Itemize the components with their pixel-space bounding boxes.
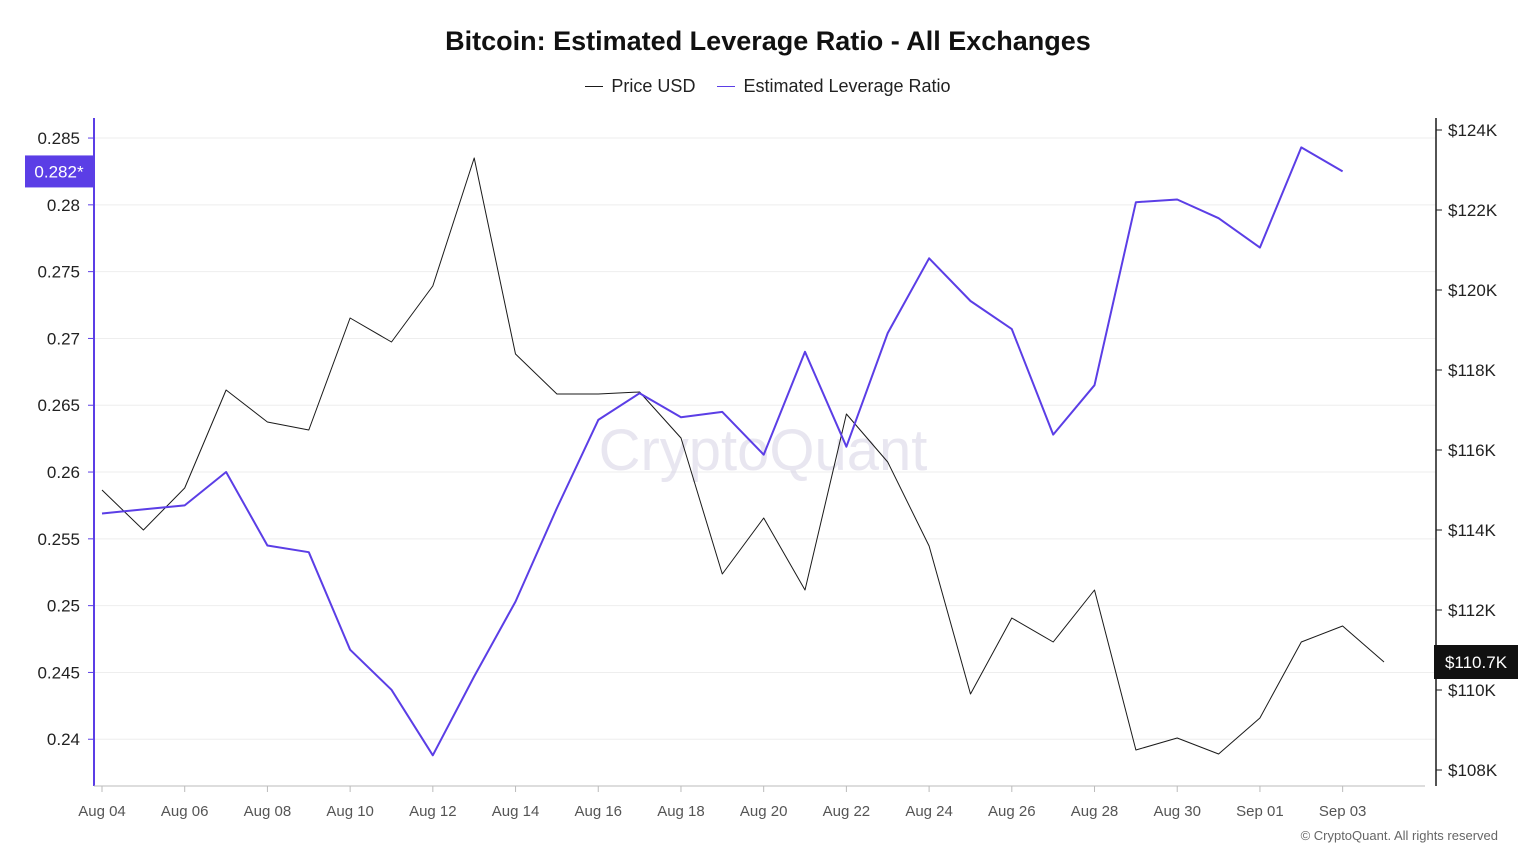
x-tick-label: Aug 12 <box>409 803 457 820</box>
right-tick-label: $110K <box>1448 681 1497 700</box>
x-tick-label: Sep 01 <box>1236 803 1284 820</box>
watermark: CryptoQuant <box>599 418 928 483</box>
right-current-badge <box>1434 645 1518 679</box>
legend-label-price: Price USD <box>611 76 696 96</box>
x-tick-label: Aug 22 <box>823 803 871 820</box>
right-tick-label: $120K <box>1448 281 1498 300</box>
left-tick-label: 0.27 <box>47 329 80 348</box>
left-tick-label: 0.28 <box>47 196 80 215</box>
x-tick-label: Aug 16 <box>574 803 622 820</box>
left-current-label: 0.282* <box>34 162 84 181</box>
legend-item-leverage[interactable]: Estimated Leverage Ratio <box>717 76 951 97</box>
right-tick-label: $116K <box>1448 441 1497 460</box>
price-line <box>101 157 1385 755</box>
right-tick-label: $122K <box>1448 201 1498 220</box>
x-tick-label: Aug 24 <box>905 803 953 820</box>
x-tick-label: Aug 10 <box>326 803 374 820</box>
x-tick-label: Aug 08 <box>244 803 292 820</box>
right-tick-label: $124K <box>1448 121 1498 140</box>
right-tick-label: $114K <box>1448 521 1497 540</box>
leverage-ratio-line <box>101 146 1344 757</box>
right-tick-label: $118K <box>1448 361 1497 380</box>
grid-layer <box>94 137 1436 740</box>
chart-title: Bitcoin: Estimated Leverage Ratio - All … <box>445 26 1091 56</box>
right-tick-label: $108K <box>1448 761 1498 780</box>
left-tick-label: 0.245 <box>37 663 80 682</box>
x-tick-label: Aug 20 <box>740 803 788 820</box>
legend-label-leverage: Estimated Leverage Ratio <box>743 76 951 96</box>
series-layer <box>101 146 1385 757</box>
right-current-label: $110.7K <box>1445 653 1508 672</box>
left-tick-label: 0.275 <box>37 263 80 282</box>
x-tick-label: Aug 28 <box>1071 803 1119 820</box>
left-tick-label: 0.285 <box>37 129 80 148</box>
left-tick-label: 0.24 <box>47 730 80 749</box>
copyright-text: © CryptoQuant. All rights reserved <box>1300 828 1498 843</box>
x-tick-label: Aug 14 <box>492 803 540 820</box>
x-tick-label: Aug 18 <box>657 803 705 820</box>
x-tick-label: Aug 04 <box>78 803 126 820</box>
labels-layer: 0.24 0.245 0.25 0.255 0.26 0.265 0.27 0.275 0.28… <box>25 121 1518 820</box>
x-tick-label: Aug 30 <box>1153 803 1201 820</box>
legend-swatch-leverage <box>717 86 736 87</box>
legend: Price USD Estimated Leverage Ratio <box>0 76 1536 97</box>
left-tick-label: 0.265 <box>37 396 80 415</box>
x-tick-label: Aug 26 <box>988 803 1036 820</box>
left-tick-label: 0.255 <box>37 530 80 549</box>
right-tick-label: $112K <box>1448 601 1497 620</box>
left-tick-label: 0.25 <box>47 597 80 616</box>
legend-item-price[interactable]: Price USD <box>585 76 695 97</box>
x-tick-label: Aug 06 <box>161 803 209 820</box>
x-tick-label: Sep 03 <box>1319 803 1367 820</box>
left-current-badge <box>25 155 93 188</box>
left-tick-label: 0.26 <box>47 463 80 482</box>
legend-swatch-price <box>585 86 604 87</box>
